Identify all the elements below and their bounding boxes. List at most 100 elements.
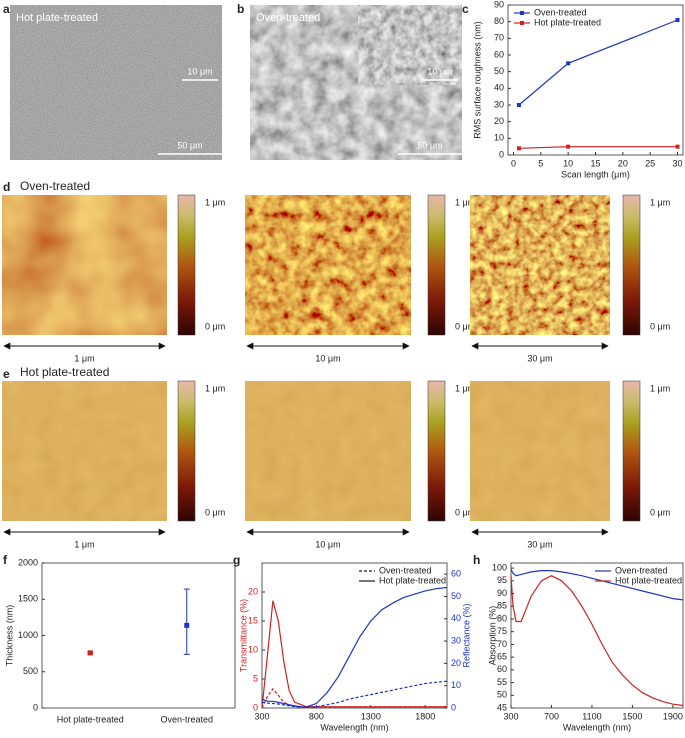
y-tick-label: 5 (253, 673, 258, 683)
scan-label: 1 μm (74, 353, 94, 363)
x-tick-label: 1300 (361, 711, 381, 721)
legend-label: Hot plate-treated (534, 17, 601, 27)
x-tick-label: 300 (254, 711, 269, 721)
panel-label: d (3, 180, 10, 194)
point (516, 146, 521, 151)
scale-label: 50 μm (417, 140, 442, 150)
x-tick-label: 20 (618, 158, 628, 168)
y-tick-label: 90 (494, 0, 504, 9)
scan-label: 30 μm (527, 353, 552, 363)
y-axis-label: Transmittance (%) (238, 599, 248, 672)
y-tick-label: 0 (499, 149, 504, 159)
panel-label: b (237, 2, 244, 16)
colorbar-top-label: 1 μm (650, 383, 670, 393)
afm-image (245, 381, 411, 521)
colorbar-bottom-label: 0 μm (650, 507, 670, 517)
scan-label: 10 μm (315, 353, 340, 363)
panel-label: a (3, 2, 10, 16)
series-line (510, 575, 684, 707)
y2-tick-label: 10 (451, 680, 461, 690)
legend-marker (520, 11, 524, 15)
panel-label: h (473, 553, 480, 567)
sem-label: Hot plate-treated (16, 12, 98, 24)
colorbar (622, 194, 641, 336)
y-tick-label: 45 (497, 702, 507, 712)
sem-inset (117, 4, 223, 86)
x-tick-label: 15 (590, 158, 600, 168)
afm-image (2, 195, 167, 335)
point (566, 61, 571, 66)
x-axis-label: Wavelength (nm) (320, 722, 388, 732)
x-tick-label: 1900 (663, 711, 683, 721)
y-axis-label: RMS surface roughness (nm) (472, 21, 482, 139)
x-tick-label: 10 (563, 158, 573, 168)
x-tick-label: 5 (538, 158, 543, 168)
x-tick-label: 1800 (415, 711, 435, 721)
series-line (261, 600, 447, 709)
colorbar-top-label: 1 μm (650, 197, 670, 207)
point (184, 622, 190, 628)
x-tick-label: 0 (511, 158, 516, 168)
y-tick-label: 70 (494, 33, 504, 43)
colorbar (622, 380, 641, 522)
x-tick-label: 800 (309, 711, 324, 721)
colorbar-bottom-label: 0 μm (455, 321, 475, 331)
y-tick-label: 1000 (18, 630, 38, 640)
plot-frame (41, 562, 236, 709)
x-tick-label: Oven-treated (160, 714, 213, 724)
y-tick-label: 20 (494, 116, 504, 126)
panel-label: c (462, 2, 469, 16)
x-tick-label: 300 (503, 711, 518, 721)
y-tick-label: 85 (497, 601, 507, 611)
afm-row-title: Hot plate-treated (20, 365, 109, 379)
y-tick-label: 1500 (18, 594, 38, 604)
y-tick-label: 50 (494, 66, 504, 76)
y-tick-label: 10 (248, 644, 258, 654)
x-axis-label: Wavelength (nm) (563, 722, 631, 732)
x-tick-label: 25 (645, 158, 655, 168)
scan-label: 1 μm (74, 539, 94, 549)
plot-frame (507, 4, 684, 156)
colorbar-bottom-label: 0 μm (650, 321, 670, 331)
y-tick-label: 80 (494, 16, 504, 26)
legend-label: Oven-treated (534, 7, 587, 17)
legend-label: Oven-treated (615, 565, 668, 575)
y-tick-label: 500 (23, 666, 38, 676)
x-tick-label: 1100 (582, 711, 601, 721)
y-tick-label: 40 (494, 83, 504, 93)
panel-label: f (3, 553, 8, 567)
point (566, 144, 571, 149)
y-tick-label: 50 (497, 690, 507, 700)
afm-image (245, 195, 411, 335)
y-tick-label: 90 (497, 588, 507, 598)
colorbar-bottom-label: 0 μm (455, 507, 475, 517)
legend-label: Hot plate-treated (379, 575, 446, 585)
legend-marker (520, 21, 524, 25)
y2-axis-label: Reflectance (%) (461, 603, 471, 667)
inset-scale-label: 10 μm (427, 66, 452, 76)
point (675, 144, 680, 149)
colorbar-top-label: 1 μm (455, 383, 475, 393)
afm-image (470, 195, 610, 335)
plot-frame (261, 562, 448, 709)
y-tick-label: 60 (494, 49, 504, 59)
plot-frame (510, 562, 684, 709)
inset-scale-label: 10 μm (187, 66, 212, 76)
afm-row-title: Oven-treated (20, 179, 90, 193)
series-line (261, 680, 448, 709)
y-tick-label: 30 (494, 99, 504, 109)
y-axis-label: Absorption (%) (487, 606, 497, 666)
sem-inset (357, 4, 463, 86)
y2-tick-label: 20 (451, 658, 461, 668)
x-tick-label: 700 (544, 711, 559, 721)
y-tick-label: 0 (253, 702, 258, 712)
colorbar (427, 380, 446, 522)
series-line (518, 146, 678, 149)
y-tick-label: 100 (492, 562, 507, 572)
panel-label: e (3, 367, 10, 381)
y-tick-label: 15 (248, 615, 258, 625)
y-tick-label: 60 (497, 664, 507, 674)
y-tick-label: 75 (497, 626, 507, 636)
